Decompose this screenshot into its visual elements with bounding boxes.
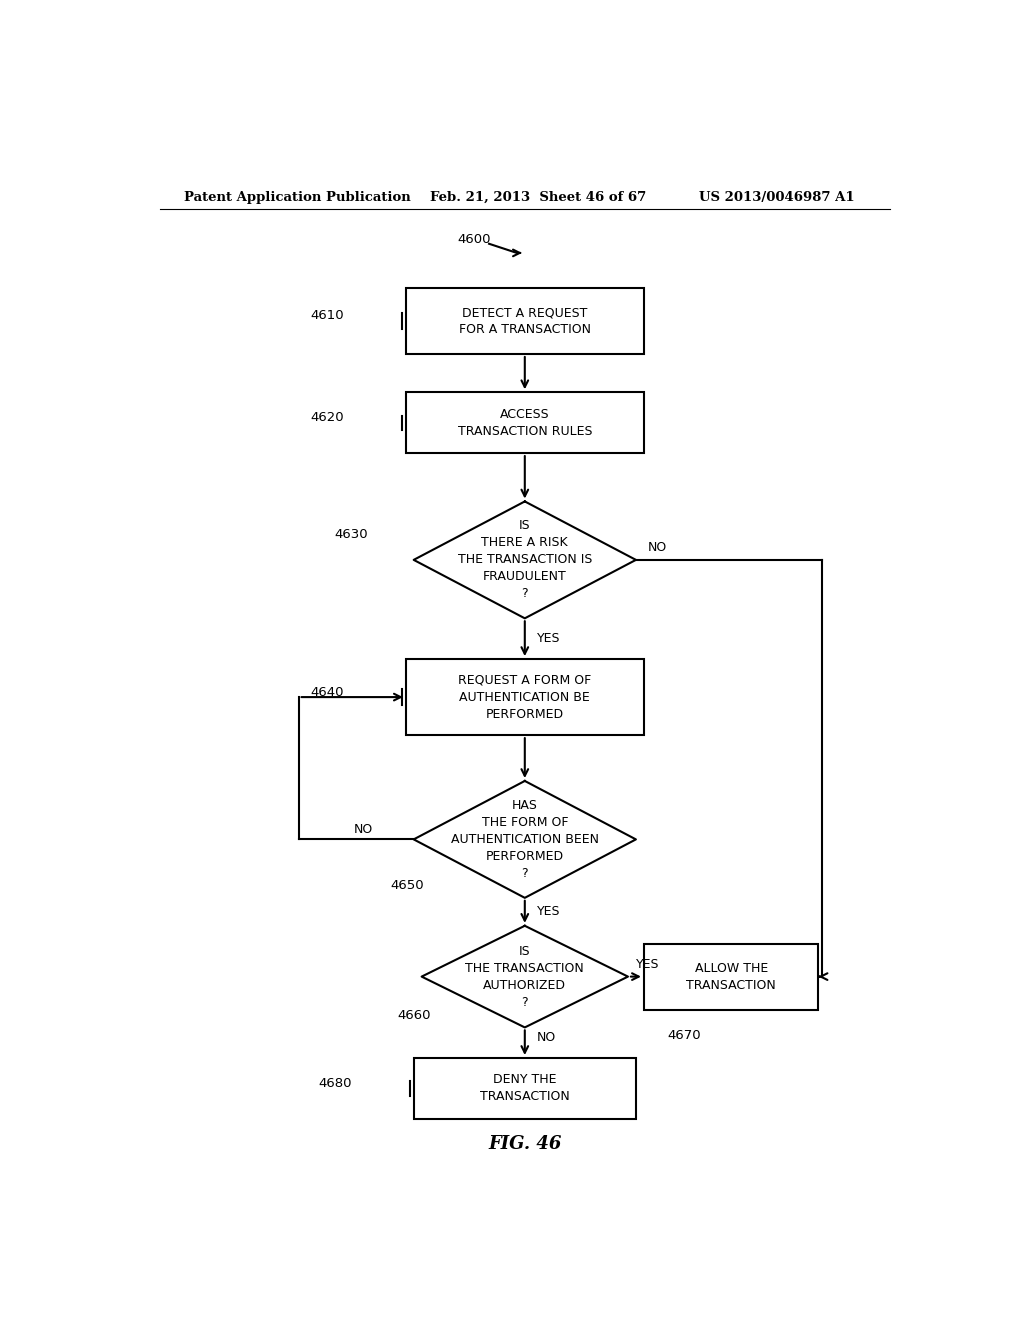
Text: Patent Application Publication: Patent Application Publication <box>183 190 411 203</box>
Text: NO: NO <box>354 822 374 836</box>
Text: YES: YES <box>537 632 560 645</box>
Bar <box>414 1057 636 1119</box>
Text: 4660: 4660 <box>397 1008 431 1022</box>
Text: 4640: 4640 <box>310 685 344 698</box>
Text: US 2013/0046987 A1: US 2013/0046987 A1 <box>699 190 855 203</box>
Bar <box>406 392 644 453</box>
Text: 4630: 4630 <box>334 528 368 541</box>
Text: IS
THERE A RISK
THE TRANSACTION IS
FRAUDULENT
?: IS THERE A RISK THE TRANSACTION IS FRAUD… <box>458 519 592 601</box>
Text: REQUEST A FORM OF
AUTHENTICATION BE
PERFORMED: REQUEST A FORM OF AUTHENTICATION BE PERF… <box>458 673 592 721</box>
Text: 4610: 4610 <box>310 309 344 322</box>
Text: DENY THE
TRANSACTION: DENY THE TRANSACTION <box>480 1073 569 1104</box>
Text: YES: YES <box>636 958 659 972</box>
Text: DETECT A REQUEST
FOR A TRANSACTION: DETECT A REQUEST FOR A TRANSACTION <box>459 306 591 337</box>
Text: NO: NO <box>648 541 667 554</box>
Text: ACCESS
TRANSACTION RULES: ACCESS TRANSACTION RULES <box>458 408 592 438</box>
Text: FIG. 46: FIG. 46 <box>488 1135 561 1154</box>
Text: 4670: 4670 <box>668 1028 701 1041</box>
Bar <box>406 288 644 354</box>
Bar <box>644 944 818 1010</box>
Text: 4680: 4680 <box>318 1077 352 1090</box>
Text: 4650: 4650 <box>390 879 424 891</box>
Text: NO: NO <box>537 1031 556 1044</box>
Text: IS
THE TRANSACTION
AUTHORIZED
?: IS THE TRANSACTION AUTHORIZED ? <box>466 945 584 1008</box>
Bar <box>406 659 644 735</box>
Text: YES: YES <box>537 906 560 919</box>
Text: 4620: 4620 <box>310 411 344 424</box>
Text: HAS
THE FORM OF
AUTHENTICATION BEEN
PERFORMED
?: HAS THE FORM OF AUTHENTICATION BEEN PERF… <box>451 799 599 880</box>
Text: 4600: 4600 <box>458 234 490 247</box>
Text: Feb. 21, 2013  Sheet 46 of 67: Feb. 21, 2013 Sheet 46 of 67 <box>430 190 646 203</box>
Text: ALLOW THE
TRANSACTION: ALLOW THE TRANSACTION <box>686 961 776 991</box>
